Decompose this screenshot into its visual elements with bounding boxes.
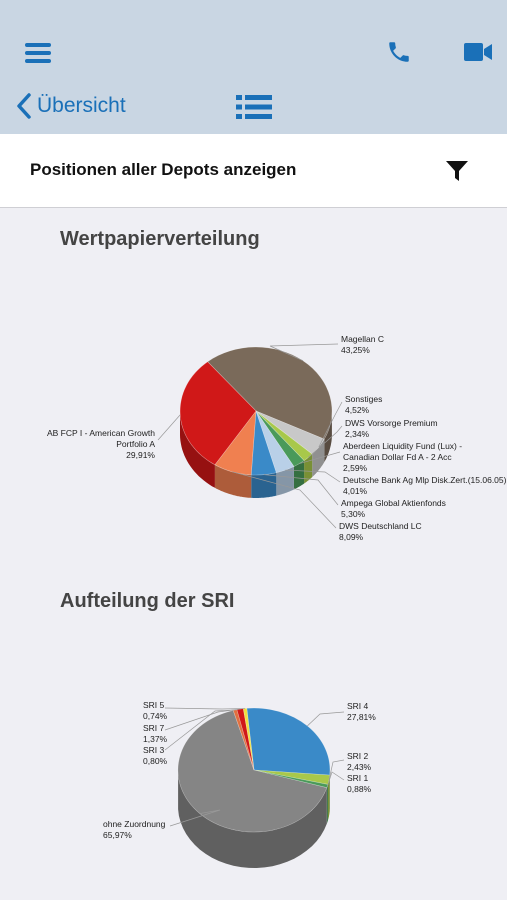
label-leader-line bbox=[299, 451, 341, 465]
slice-name-label: Canadian Dollar Fd A - 2 Acc bbox=[343, 452, 452, 462]
label-leader-line bbox=[269, 343, 339, 362]
slice-name-label: SRI 3 bbox=[143, 745, 165, 755]
pie-slice-side bbox=[178, 773, 327, 868]
slice-value-label: 0,88% bbox=[347, 784, 372, 794]
label-leader-line bbox=[232, 471, 337, 529]
pie-slice[interactable] bbox=[177, 710, 328, 833]
back-label: Übersicht bbox=[37, 94, 126, 117]
label-leader-line bbox=[164, 707, 246, 710]
pie-slice-side bbox=[180, 411, 215, 488]
top-bar: Übersicht bbox=[0, 0, 507, 134]
slice-value-label: 2,59% bbox=[343, 463, 368, 473]
slice-name-label: Ampega Global Aktienfonds bbox=[341, 498, 446, 508]
filter-bar-title: Positionen aller Depots anzeigen bbox=[30, 160, 297, 179]
pie-slice[interactable] bbox=[179, 361, 257, 466]
label-leader-line bbox=[328, 759, 345, 780]
slice-name-label: ohne Zuordnung bbox=[103, 819, 166, 829]
slice-name-label: SRI 2 bbox=[347, 751, 369, 761]
pie-slice-side bbox=[324, 414, 332, 463]
label-leader-line bbox=[327, 771, 345, 787]
slice-name-label: AB FCP I - American Growth bbox=[47, 428, 155, 438]
slice-name-label: SRI 1 bbox=[347, 773, 369, 783]
slice-value-label: 29,91% bbox=[126, 450, 155, 460]
chevron-left-icon bbox=[17, 93, 31, 119]
slice-name-label: Magellan C bbox=[341, 334, 384, 344]
slice-value-label: 27,81% bbox=[347, 712, 376, 722]
label-leader-line bbox=[169, 809, 221, 827]
label-leader-line bbox=[308, 425, 343, 458]
pie-slice-side bbox=[327, 775, 330, 821]
label-leader-line bbox=[164, 708, 241, 731]
slice-name-label: DWS Vorsorge Premium bbox=[345, 418, 438, 428]
list-icon[interactable] bbox=[236, 94, 272, 120]
label-leader-line bbox=[263, 474, 339, 506]
pie-slice-side bbox=[293, 460, 305, 490]
filter-icon[interactable] bbox=[445, 160, 469, 182]
slice-value-label: 1,37% bbox=[143, 734, 168, 744]
phone-icon[interactable] bbox=[386, 38, 412, 66]
slice-value-label: 65,97% bbox=[103, 830, 132, 840]
label-leader-line bbox=[318, 401, 343, 448]
slice-name-label: Sonstiges bbox=[345, 394, 382, 404]
label-leader-line bbox=[307, 711, 345, 727]
menu-icon[interactable] bbox=[25, 43, 51, 63]
filter-bar[interactable]: Positionen aller Depots anzeigen bbox=[0, 134, 507, 208]
slice-name-label: SRI 5 bbox=[143, 700, 165, 710]
slice-value-label: 0,74% bbox=[143, 711, 168, 721]
sri-pie-chart: SRI 427,81% SRI 22,43%SRI 10,88% ohne Zuor… bbox=[103, 700, 376, 868]
slice-value-label: 4,52% bbox=[345, 405, 370, 415]
label-leader-line bbox=[157, 414, 181, 441]
slice-name-label: SRI 4 bbox=[347, 701, 369, 711]
pie-slice-side bbox=[326, 784, 328, 824]
pie-slice-side bbox=[276, 466, 294, 496]
sri-distribution-title: Aufteilung der SRI bbox=[60, 590, 235, 612]
slice-value-label: 2,43% bbox=[347, 762, 372, 772]
pie-slice-side bbox=[251, 472, 277, 498]
securities-distribution-title: Wertpapierverteilung bbox=[60, 228, 260, 250]
pie-slice[interactable] bbox=[246, 707, 331, 776]
slice-name-label: SRI 7 bbox=[143, 723, 165, 733]
pie-slice[interactable] bbox=[214, 410, 257, 476]
slice-name-label: Portfolio A bbox=[116, 439, 155, 449]
pie-slice-side bbox=[214, 464, 252, 498]
slice-value-label: 4,01% bbox=[343, 486, 368, 496]
slice-value-label: 8,09% bbox=[339, 532, 364, 542]
slice-name-label: Deutsche Bank Ag Mlp Disk.Zert.(15.06.05… bbox=[343, 475, 507, 485]
slice-value-label: 5,30% bbox=[341, 509, 366, 519]
back-button[interactable]: Übersicht bbox=[14, 90, 126, 122]
slice-name-label: DWS Deutschland LC bbox=[339, 521, 422, 531]
label-leader-line bbox=[285, 469, 341, 483]
slice-value-label: 43,25% bbox=[341, 345, 370, 355]
slice-name-label: Aberdeen Liquidity Fund (Lux) - bbox=[343, 441, 462, 451]
slice-value-label: 0,80% bbox=[143, 756, 168, 766]
video-icon[interactable] bbox=[463, 40, 493, 64]
slice-value-label: 2,34% bbox=[345, 429, 370, 439]
